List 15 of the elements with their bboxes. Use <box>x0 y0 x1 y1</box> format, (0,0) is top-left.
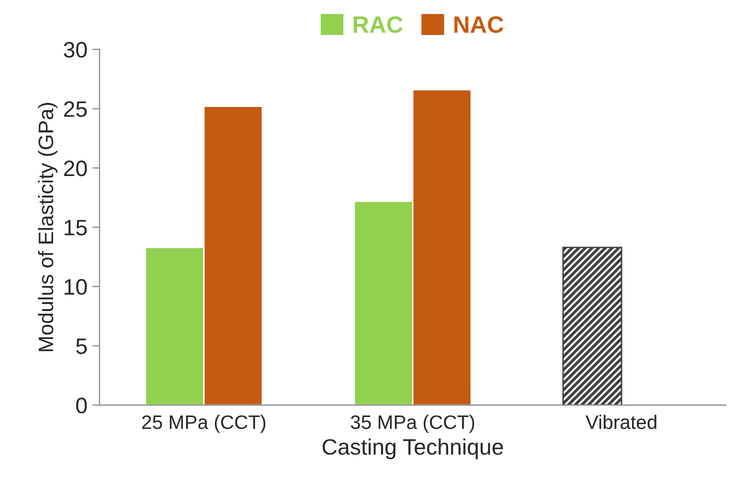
x-tick-label: 25 MPa (CCT) <box>142 414 266 433</box>
x-axis-title: Casting Technique <box>322 438 503 460</box>
bar <box>562 246 622 406</box>
y-tick-label: 30 <box>64 42 87 58</box>
y-tick-label: 20 <box>64 160 87 176</box>
y-tick-label: 0 <box>76 398 87 414</box>
y-tick-label: 25 <box>64 101 87 117</box>
legend-label: RAC <box>354 16 403 33</box>
y-tick-label: 15 <box>64 220 87 236</box>
legend-label: NAC <box>454 16 504 33</box>
x-tick-label: Vibrated <box>586 414 656 430</box>
y-tick-label: 10 <box>64 279 87 295</box>
x-tick-label: 35 MPa (CCT) <box>350 414 474 433</box>
y-tick-label: 5 <box>76 338 87 354</box>
y-axis-title: Modulus of Elasticity (GPa) <box>38 102 58 352</box>
